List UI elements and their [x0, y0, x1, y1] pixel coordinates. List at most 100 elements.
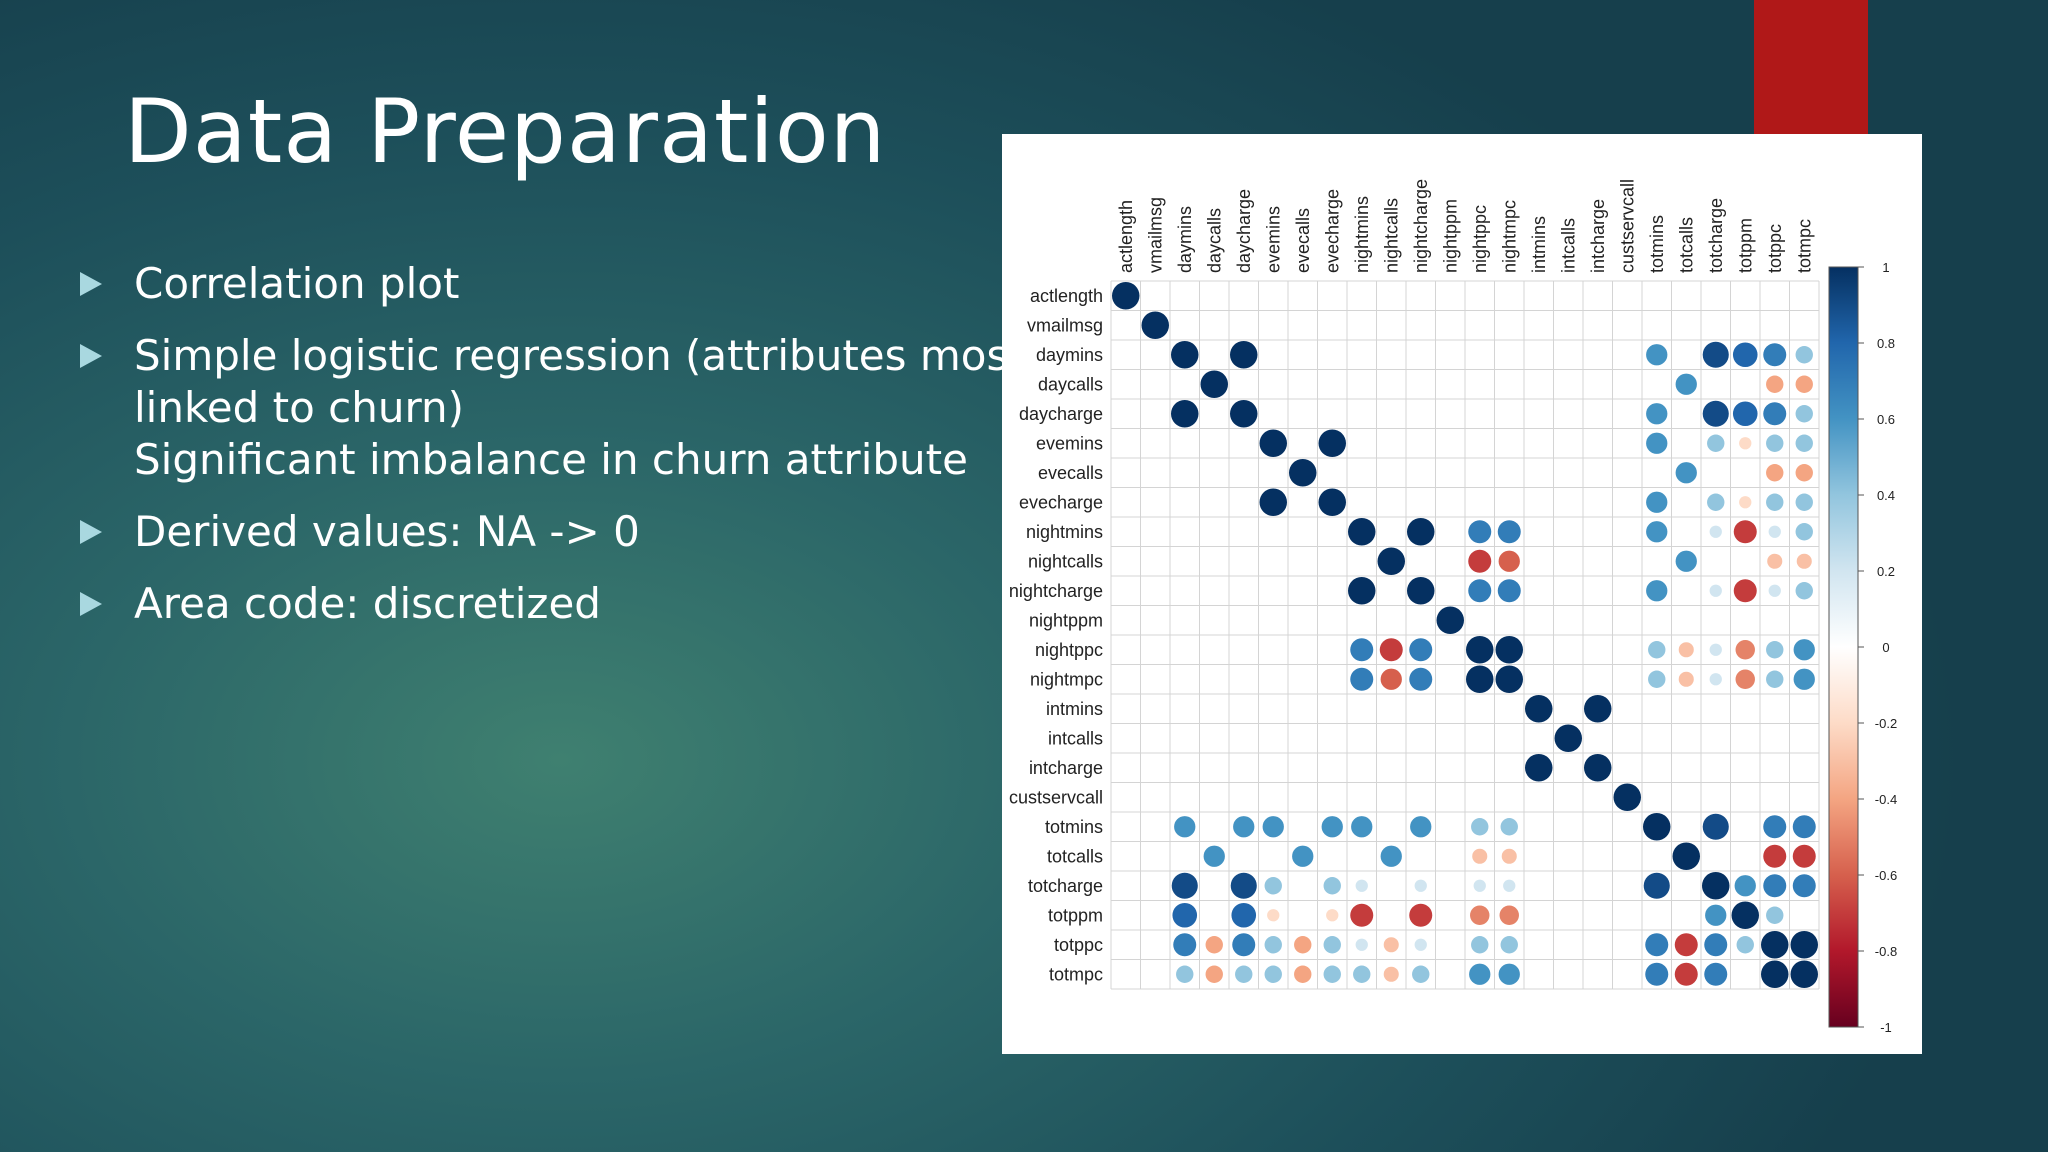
corr-cell-circle: [1795, 346, 1813, 364]
column-label: evemins: [1263, 206, 1283, 273]
corr-cell-circle: [1734, 875, 1756, 897]
column-label: nightppm: [1440, 199, 1460, 273]
corr-cell-circle: [1321, 816, 1343, 838]
corr-cell-circle: [1672, 842, 1700, 870]
corr-cell-circle: [1678, 671, 1694, 687]
corr-cell-circle: [1350, 667, 1374, 691]
corr-cell-circle: [1645, 962, 1669, 986]
corr-cell-circle: [1348, 518, 1376, 546]
legend-tick-label: -0.6: [1875, 868, 1897, 883]
corr-cell-circle: [1407, 518, 1435, 546]
row-label: totppc: [1054, 935, 1103, 955]
corr-cell-circle: [1326, 909, 1339, 922]
corr-cell-circle: [1678, 642, 1694, 658]
column-label: totcharge: [1706, 198, 1726, 273]
column-label: nightcalls: [1381, 198, 1401, 273]
corr-cell-circle: [1674, 933, 1698, 957]
row-label: evecalls: [1038, 463, 1103, 483]
row-label: nightcharge: [1009, 581, 1103, 601]
legend-tick-label: 1: [1882, 260, 1889, 275]
corr-cell-circle: [1380, 845, 1402, 867]
corr-cell-circle: [1355, 879, 1368, 892]
bullet-text: linked to churn): [134, 383, 465, 432]
corr-cell-circle: [1203, 845, 1225, 867]
corr-cell-circle: [1205, 936, 1223, 954]
legend-tick-label: 0: [1882, 640, 1889, 655]
corr-cell-circle: [1350, 638, 1374, 662]
legend-color-bar: [1828, 266, 1859, 1028]
corr-cell-circle: [1795, 493, 1813, 511]
corr-cell-circle: [1795, 375, 1813, 393]
corr-cell-circle: [1323, 936, 1341, 954]
corr-cell-circle: [1171, 872, 1198, 899]
row-label: nightppm: [1029, 610, 1103, 630]
bullet-text: Correlation plot: [134, 259, 460, 308]
column-label: intmins: [1529, 216, 1549, 273]
corr-cell-circle: [1525, 695, 1553, 723]
corr-cell-circle: [1766, 906, 1784, 924]
column-label: totppc: [1765, 224, 1785, 273]
column-label: daycalls: [1204, 208, 1224, 273]
corr-cell-circle: [1469, 963, 1491, 985]
bullet-item: Area code: discretized: [80, 578, 980, 630]
corr-cell-circle: [1733, 520, 1757, 544]
row-label: totppm: [1048, 905, 1103, 925]
corr-cell-circle: [1230, 872, 1257, 899]
corr-cell-circle: [1646, 521, 1668, 543]
corr-cell-circle: [1380, 668, 1402, 690]
corr-cell-circle: [1554, 724, 1582, 752]
grid-lines: [1110, 280, 1820, 990]
corr-cell-circle: [1350, 903, 1374, 927]
bullet-text: Simple logistic regression (attributes m…: [134, 331, 1025, 380]
corr-cell-circle: [1409, 667, 1433, 691]
corr-cell-circle: [1709, 584, 1722, 597]
corr-cell-circle: [1733, 579, 1757, 603]
row-label: totmpc: [1049, 964, 1103, 984]
corr-cell-circle: [1264, 877, 1282, 895]
corr-cell-circle: [1235, 965, 1253, 983]
legend-tick-label: -0.2: [1875, 716, 1897, 731]
bullet-item: Simple logistic regression (attributes m…: [80, 330, 1025, 486]
corr-cell-circle: [1739, 496, 1752, 509]
row-label: intcharge: [1029, 758, 1103, 778]
column-label: nightmpc: [1499, 200, 1519, 273]
corr-cell-circle: [1231, 902, 1257, 928]
corr-cell-circle: [1232, 933, 1256, 957]
row-label: intcalls: [1048, 728, 1103, 748]
corr-cell-circle: [1200, 370, 1228, 398]
legend-tick-label: -0.8: [1875, 944, 1897, 959]
corr-cell-circle: [1498, 963, 1520, 985]
accent-bar: [1754, 0, 1868, 134]
corr-cell-circle: [1171, 400, 1199, 428]
corr-cell-circle: [1646, 403, 1668, 425]
corr-cell-circle: [1766, 493, 1784, 511]
bullet-arrow-icon: [80, 344, 102, 368]
corr-cell-circle: [1795, 405, 1813, 423]
corr-cell-circle: [1732, 342, 1758, 368]
bullet-item: Derived values: NA -> 0: [80, 506, 980, 558]
slide-title: Data Preparation: [124, 80, 887, 183]
corr-cell-circle: [1763, 402, 1787, 426]
column-label: evecalls: [1293, 208, 1313, 273]
corr-cell-circle: [1414, 938, 1427, 951]
legend-tick-label: 0.8: [1877, 336, 1895, 351]
bullet-arrow-icon: [80, 520, 102, 544]
corr-cell-circle: [1792, 844, 1816, 868]
corr-cell-circle: [1171, 341, 1199, 369]
corr-cell-circle: [1735, 669, 1755, 689]
correlation-plot-svg: actlength vmailmsg daymins daycalls daycharg…: [1009, 179, 1897, 1035]
column-label: evecharge: [1322, 189, 1342, 273]
corr-cell-circle: [1294, 965, 1312, 983]
corr-cell-circle: [1646, 432, 1668, 454]
corr-cell-circle: [1497, 579, 1521, 603]
corr-cell-circle: [1790, 960, 1818, 988]
row-label: totcalls: [1047, 846, 1103, 866]
corr-cell-circle: [1414, 879, 1427, 892]
corr-cell-circle: [1674, 962, 1698, 986]
corr-cell-circle: [1702, 872, 1730, 900]
corr-cell-circle: [1468, 579, 1492, 603]
column-label: totppm: [1735, 218, 1755, 273]
corr-cell-circle: [1795, 523, 1813, 541]
corr-cell-circle: [1466, 636, 1494, 664]
corr-cell-circle: [1410, 816, 1432, 838]
